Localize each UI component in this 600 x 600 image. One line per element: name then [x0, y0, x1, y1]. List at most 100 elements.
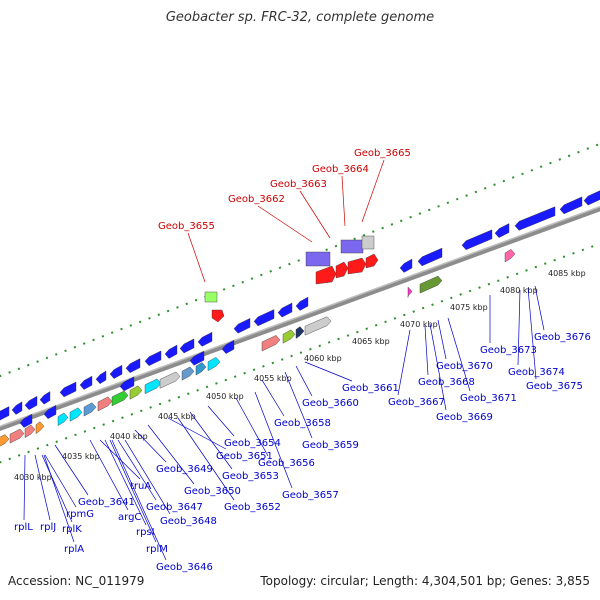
- gene-feature: [0, 406, 10, 421]
- label-leader-line: [437, 319, 447, 360]
- label-leader-line: [41, 454, 73, 523]
- gene-feature: [129, 385, 143, 400]
- gene-label[interactable]: Geob_3665: [354, 148, 411, 159]
- gene-label[interactable]: Geob_3651: [216, 451, 273, 462]
- gene-feature: [221, 339, 235, 354]
- label-leader-line: [104, 439, 147, 526]
- label-leader-line: [299, 190, 331, 239]
- gene-feature: [39, 391, 51, 405]
- gene-label[interactable]: Geob_3641: [78, 497, 135, 508]
- label-leader-line: [447, 317, 471, 392]
- scale-label: 4065 kbp: [352, 337, 390, 346]
- label-leader-line: [189, 411, 233, 470]
- gene-feature: [559, 196, 583, 215]
- gene-label[interactable]: Geob_3663: [270, 179, 327, 190]
- label-leader-line: [54, 444, 89, 496]
- gene-label[interactable]: Geob_3646: [156, 562, 213, 573]
- gene-feature: [189, 350, 205, 366]
- label-leader-line: [261, 379, 285, 417]
- gene-label[interactable]: rpsI: [136, 527, 155, 538]
- gene-label[interactable]: Geob_3662: [228, 194, 285, 205]
- gene-feature: [97, 396, 113, 412]
- scale-label: 4050 kbp: [206, 392, 244, 401]
- gene-label[interactable]: argC: [118, 512, 141, 523]
- gene-label[interactable]: Geob_3664: [312, 164, 369, 175]
- scale-label: 4075 kbp: [450, 303, 488, 312]
- label-leader-line: [517, 289, 521, 366]
- label-leader-line: [187, 232, 206, 283]
- gene-feature: [24, 424, 36, 439]
- gene-feature: [57, 412, 69, 426]
- gene-feature: [261, 335, 281, 352]
- gene-label[interactable]: Geob_3673: [480, 345, 537, 356]
- label-leader-line: [177, 417, 235, 501]
- gene-label[interactable]: rplJ: [40, 522, 56, 533]
- gene-feature: [159, 371, 181, 389]
- gene-label[interactable]: Geob_3661: [342, 383, 399, 394]
- gene-label[interactable]: Geob_3654: [224, 438, 281, 449]
- gene-label[interactable]: Geob_3670: [436, 361, 493, 372]
- label-leader-line: [207, 405, 235, 437]
- gene-label[interactable]: Geob_3668: [418, 377, 475, 388]
- gene-label[interactable]: Geob_3675: [526, 381, 583, 392]
- map-title: Geobacter sp. FRC-32, complete genome: [165, 10, 435, 25]
- gene-feature: [59, 381, 77, 398]
- gene-feature: [335, 261, 349, 279]
- scale-label: 4040 kbp: [110, 432, 148, 441]
- label-leader-line: [111, 439, 167, 561]
- gene-label[interactable]: Geob_3658: [274, 418, 331, 429]
- gene-label[interactable]: Geob_3648: [160, 516, 217, 527]
- gene-label[interactable]: Geob_3674: [508, 367, 565, 378]
- gene-feature: [125, 358, 141, 373]
- gene-label[interactable]: Geob_3649: [156, 464, 213, 475]
- gene-label[interactable]: Geob_3671: [460, 393, 517, 404]
- gene-label[interactable]: Geob_3652: [224, 502, 281, 513]
- gene-feature: [109, 364, 123, 379]
- gene-label[interactable]: Geob_3657: [282, 490, 339, 501]
- gene-label[interactable]: rpmG: [66, 509, 94, 520]
- gene-feature: [365, 253, 379, 269]
- label-leader-line: [361, 159, 385, 223]
- label-leader-line: [34, 454, 51, 521]
- gene-feature: [43, 405, 57, 419]
- gene-feature: [79, 375, 93, 390]
- gene-label[interactable]: Geob_3660: [302, 398, 359, 409]
- gene-label[interactable]: rplM: [146, 544, 168, 555]
- genome-stats-text: Topology: circular; Length: 4,304,501 bp…: [260, 574, 590, 588]
- label-leader-line: [341, 175, 346, 227]
- gene-feature: [514, 206, 556, 231]
- label-leader-line: [44, 454, 77, 508]
- gene-feature: [305, 251, 331, 267]
- gene-feature: [11, 401, 23, 415]
- gene-label[interactable]: Geob_3650: [184, 486, 241, 497]
- label-leader-line: [284, 371, 313, 439]
- gene-label[interactable]: Geob_3656: [258, 458, 315, 469]
- label-leader-line: [124, 439, 171, 515]
- label-leader-line: [147, 424, 195, 485]
- label-leader-line: [254, 391, 293, 489]
- gene-label[interactable]: Geob_3676: [534, 332, 591, 343]
- gene-feature: [83, 402, 97, 417]
- gene-feature: [164, 344, 178, 359]
- gene-label[interactable]: truA: [130, 481, 151, 492]
- gene-feature: [347, 257, 367, 275]
- gene-label[interactable]: Geob_3647: [146, 502, 203, 513]
- gene-feature: [69, 407, 83, 422]
- gene-label[interactable]: Geob_3659: [302, 440, 359, 451]
- gene-label[interactable]: Geob_3653: [222, 471, 279, 482]
- gene-label[interactable]: Geob_3655: [158, 221, 215, 232]
- gene-label[interactable]: rplL: [14, 522, 33, 533]
- gene-label[interactable]: rplK: [62, 524, 82, 535]
- gene-feature: [111, 390, 129, 407]
- gene-feature: [340, 239, 364, 254]
- gene-label[interactable]: rplA: [64, 544, 84, 555]
- gene-label[interactable]: Geob_3669: [436, 412, 493, 423]
- gene-feature: [461, 229, 493, 250]
- outer-track: [0, 142, 600, 378]
- gene-feature: [204, 291, 218, 303]
- gene-feature: [315, 265, 337, 285]
- gene-feature: [253, 309, 275, 327]
- gene-feature: [399, 258, 413, 273]
- gene-feature: [119, 376, 135, 392]
- gene-label[interactable]: Geob_3667: [388, 397, 445, 408]
